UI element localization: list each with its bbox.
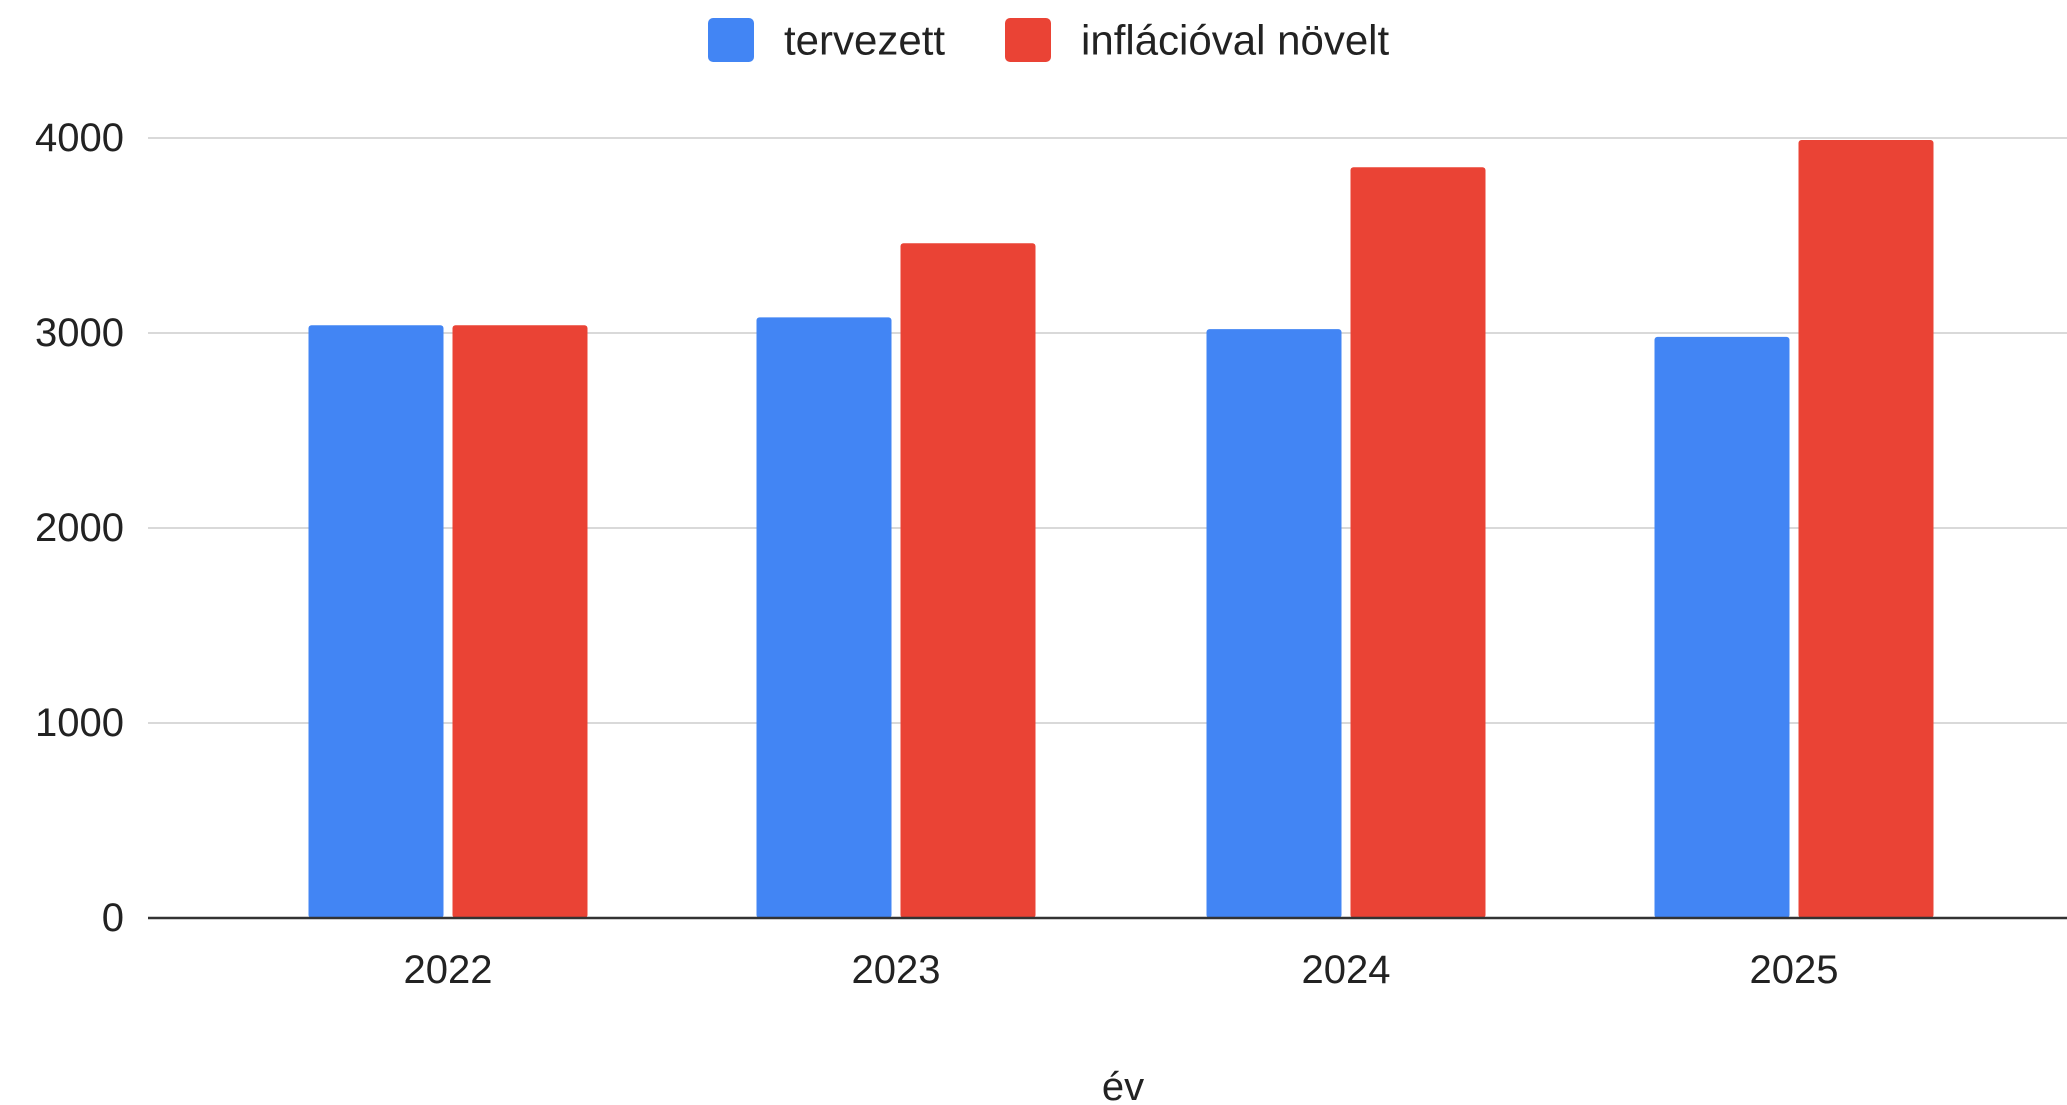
bar-inflacioval-novelt-2022 (452, 325, 588, 918)
legend-swatch (708, 18, 754, 62)
bars (308, 139, 1934, 919)
legend-item-tervezett: tervezett (708, 17, 945, 64)
x-tick-label: 2022 (404, 948, 493, 992)
bar-inflacioval-novelt-2025 (1798, 139, 1934, 918)
bar-tervezett-2025 (1654, 336, 1790, 918)
y-axis-ticks: 0 1000 2000 3000 4000 (35, 116, 124, 940)
y-tick-label: 3000 (35, 311, 124, 355)
legend-swatch (1005, 18, 1051, 62)
y-tick-label: 2000 (35, 506, 124, 550)
legend: tervezett inflációval növelt (708, 17, 1390, 64)
x-axis-ticks: 2022 2023 2024 2025 (404, 948, 1839, 992)
x-tick-label: 2023 (852, 948, 941, 992)
legend-label: tervezett (784, 17, 945, 64)
x-tick-label: 2024 (1302, 948, 1391, 992)
bar-inflacioval-novelt-2024 (1350, 167, 1486, 918)
bar-tervezett-2023 (756, 317, 892, 918)
x-tick-label: 2025 (1750, 948, 1839, 992)
legend-label: inflációval növelt (1081, 17, 1390, 64)
y-tick-label: 0 (102, 896, 124, 940)
bar-tervezett-2022 (308, 325, 444, 918)
y-tick-label: 1000 (35, 701, 124, 745)
legend-item-inflacioval-novelt: inflációval növelt (1005, 17, 1390, 64)
bar-inflacioval-novelt-2023 (900, 243, 1036, 919)
x-axis-title: év (1102, 1065, 1144, 1105)
bar-tervezett-2024 (1206, 329, 1342, 919)
y-tick-label: 4000 (35, 116, 124, 160)
